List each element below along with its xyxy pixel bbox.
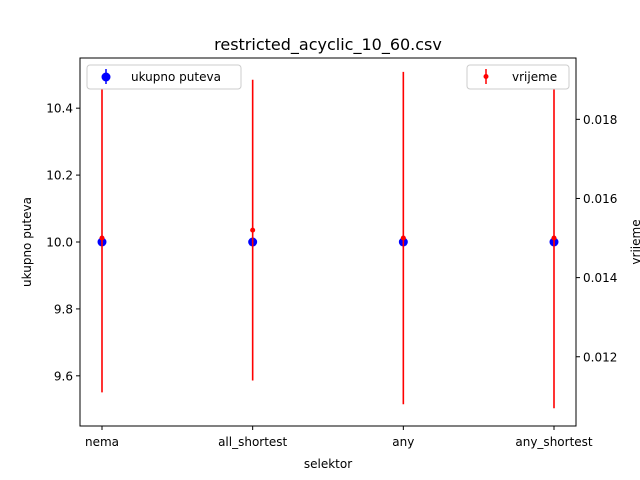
right-y-tick-label: 0.014	[583, 271, 617, 285]
left-y-tick-label: 10.4	[46, 102, 73, 116]
right-y-axis-label: vrijeme	[629, 219, 640, 264]
legend-left: ukupno puteva	[86, 64, 242, 90]
x-tick-label: all_shortest	[218, 435, 287, 449]
data-point	[551, 235, 557, 241]
legend-right-label: vrijeme	[512, 70, 557, 84]
x-tick-label: any	[392, 435, 414, 449]
plot-frame	[79, 57, 577, 427]
right-y-tick-label: 0.012	[583, 350, 617, 364]
left-y-tick-label: 10.0	[46, 236, 73, 250]
x-axis-label: selektor	[304, 457, 352, 471]
data-point	[400, 235, 406, 241]
left-y-axis-label: ukupno puteva	[20, 197, 34, 287]
legend-right-box	[466, 64, 570, 90]
left-y-tick-label: 9.8	[54, 302, 73, 316]
x-tick-label: nema	[85, 435, 119, 449]
legend-right-marker	[483, 74, 489, 79]
left-y-tick-label: 10.2	[46, 169, 73, 183]
x-tick-label: any_shortest	[515, 435, 593, 449]
legend-left-marker	[101, 72, 111, 82]
data-point	[250, 227, 256, 233]
data-point	[99, 235, 105, 241]
right-y-tick-label: 0.016	[583, 192, 617, 206]
left-y-axis: 9.6 9.8 10.0 10.2 10.4	[46, 102, 80, 383]
right-y-tick-label: 0.018	[583, 113, 617, 127]
legend-left-box	[86, 64, 242, 90]
chart-title: restricted_acyclic_10_60.csv	[214, 35, 442, 55]
legend-left-label: ukupno puteva	[131, 70, 221, 84]
legend-right: vrijeme	[466, 64, 570, 90]
plot-area	[97, 67, 559, 409]
x-axis: nema all_shortest any any_shortest	[85, 426, 593, 449]
right-y-axis: 0.012 0.014 0.016 0.018	[576, 113, 617, 364]
left-y-tick-label: 9.6	[54, 369, 73, 383]
